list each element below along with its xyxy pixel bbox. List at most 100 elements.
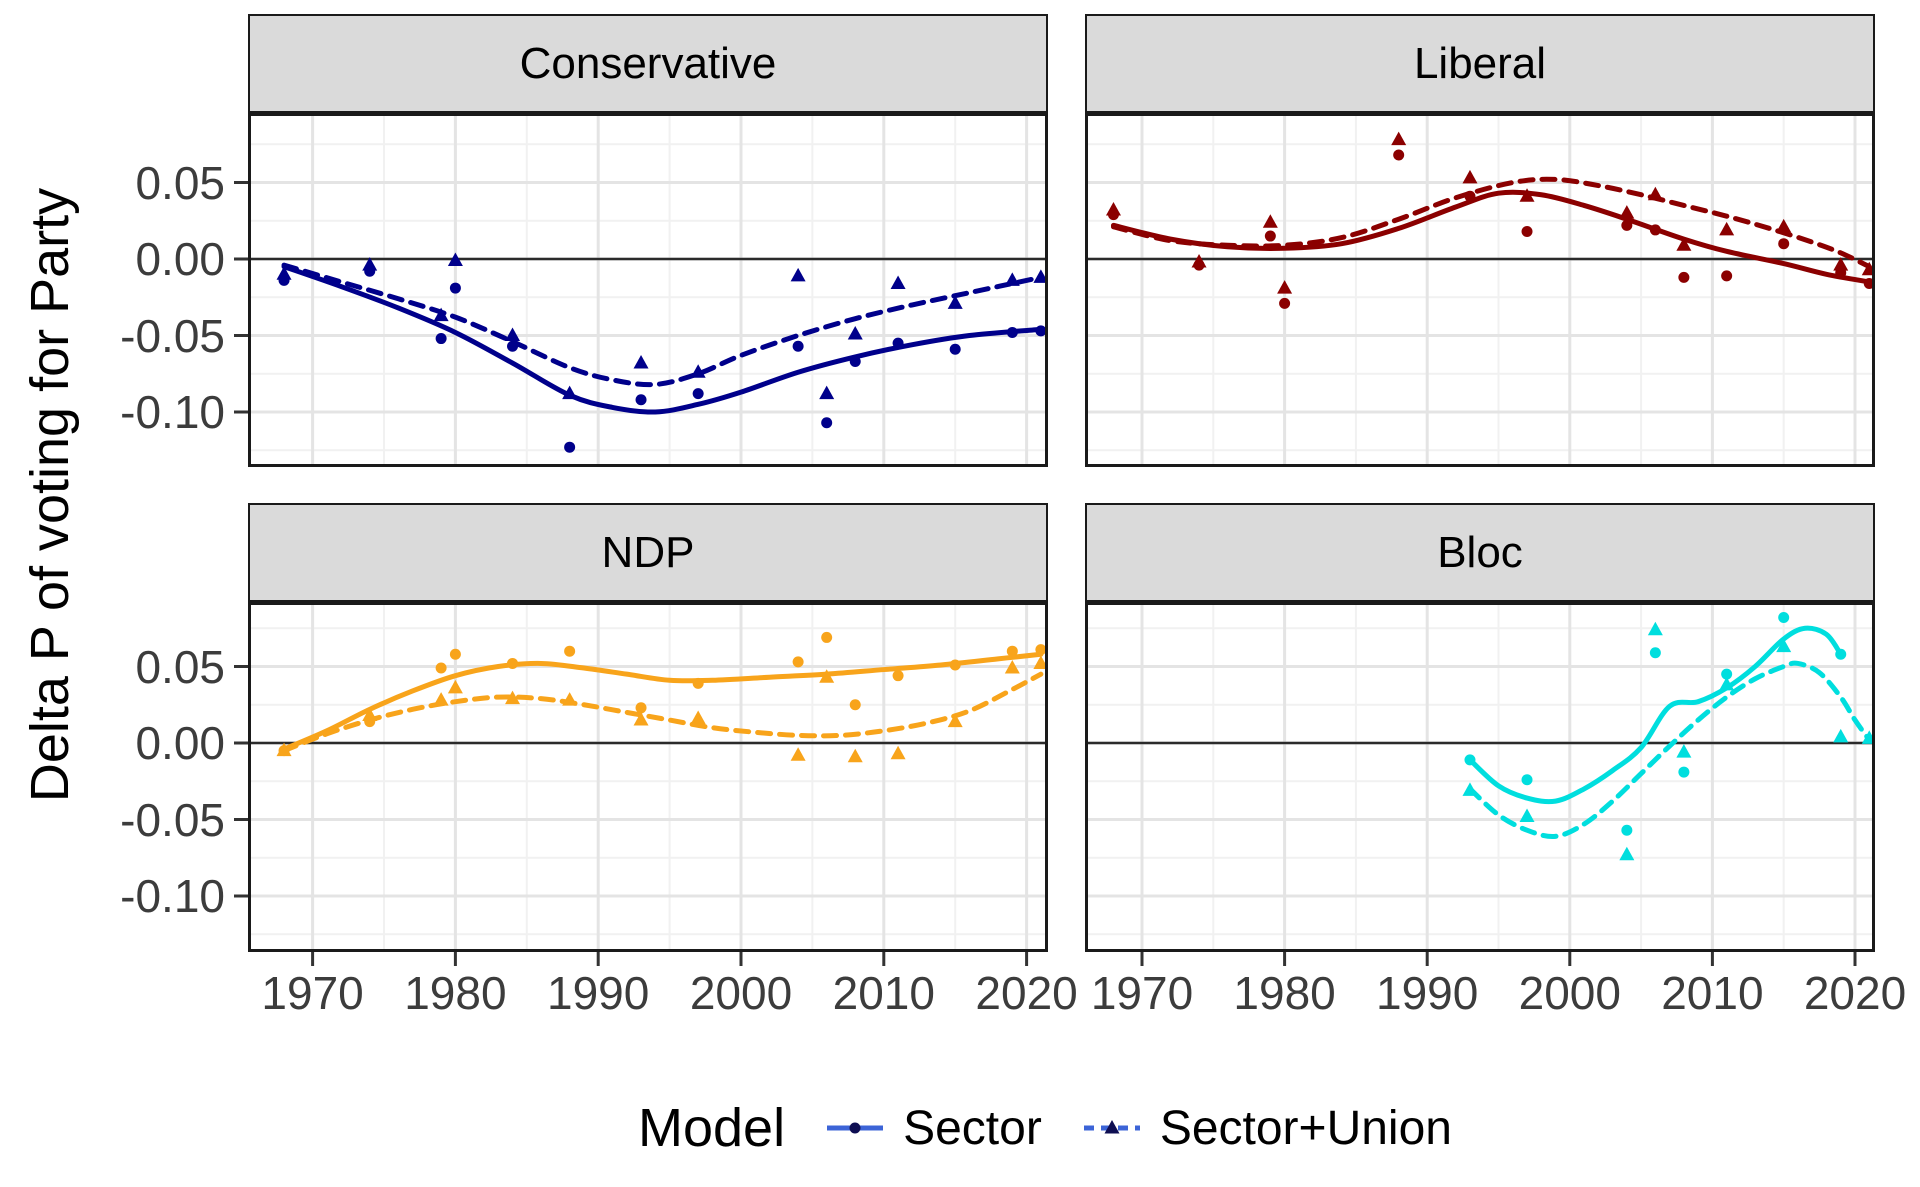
data-point-triangle xyxy=(690,710,706,725)
data-point-triangle xyxy=(1619,846,1635,861)
data-point-triangle xyxy=(947,295,963,309)
gridlines-minor xyxy=(248,602,1048,952)
data-point-triangle xyxy=(890,745,906,760)
strip-title-bloc: Bloc xyxy=(1437,527,1523,577)
data-point-triangle xyxy=(1519,808,1535,822)
y-tick-label--0.10-row1: -0.10 xyxy=(120,870,225,922)
legend-key-circle-icon xyxy=(849,1122,861,1134)
gridlines-minor xyxy=(1085,113,1875,467)
panel-border xyxy=(248,113,1048,467)
data-point-circle xyxy=(1778,238,1790,250)
data-point-circle xyxy=(449,282,461,294)
data-point-triangle xyxy=(819,385,835,400)
points-conservative-sector-union xyxy=(276,252,1048,400)
data-point-triangle xyxy=(1105,202,1121,216)
legend-entry-label: Sector xyxy=(903,1101,1042,1155)
data-point-circle xyxy=(892,670,904,682)
data-point-triangle xyxy=(1277,280,1293,294)
data-point-circle xyxy=(1721,270,1733,282)
x-tick-label-2020-col1: 2020 xyxy=(1803,967,1907,1019)
data-point-circle xyxy=(692,388,704,400)
x-tick-label-1990-col0: 1990 xyxy=(547,967,650,1019)
data-point-triangle xyxy=(633,712,649,726)
data-point-circle xyxy=(849,699,861,711)
legend-key-dashed-triangle-icon xyxy=(1083,1120,1140,1134)
data-point-triangle xyxy=(947,713,963,728)
data-point-triangle xyxy=(847,748,863,763)
legend-title: Model xyxy=(638,1098,786,1158)
data-point-triangle xyxy=(276,266,292,280)
y-tick-label--0.05-row1: -0.05 xyxy=(120,793,225,846)
points-bloc-sector-union xyxy=(1462,621,1875,861)
points-liberal-sector xyxy=(1107,149,1875,309)
data-point-circle xyxy=(1778,612,1790,624)
trend-ndp-sector xyxy=(281,651,1044,752)
data-point-circle xyxy=(1678,271,1690,283)
data-point-triangle xyxy=(447,679,463,694)
data-point-circle xyxy=(564,645,576,657)
panel-border xyxy=(248,602,1048,952)
strip-title-conservative: Conservative xyxy=(519,38,777,88)
x-tick-label-2000-col1: 2000 xyxy=(1518,967,1621,1019)
data-point-triangle xyxy=(1776,638,1792,653)
y-tick-label-0.05-row1: 0.05 xyxy=(135,640,225,693)
data-point-triangle xyxy=(1647,621,1663,636)
data-point-circle xyxy=(635,394,647,406)
data-point-circle xyxy=(1279,297,1291,309)
x-tick-label-2010-col0: 2010 xyxy=(832,967,935,1019)
x-tick-label-1980-col1: 1980 xyxy=(1233,967,1336,1019)
data-point-circle xyxy=(821,417,833,429)
panel-liberal xyxy=(1085,113,1875,467)
data-point-circle xyxy=(1678,766,1690,778)
trend-ndp-sector-union xyxy=(281,671,1044,754)
data-point-circle xyxy=(1721,668,1733,680)
data-point-circle xyxy=(1621,824,1633,836)
data-point-circle xyxy=(821,631,833,643)
panel-border xyxy=(1085,602,1875,952)
gridlines-major xyxy=(248,602,1048,952)
y-tick-label-0.00-row0: 0.00 xyxy=(135,233,225,285)
data-point-circle xyxy=(792,656,804,668)
strip-conservative: Conservative xyxy=(248,14,1048,113)
y-tick-label--0.10-row0: -0.10 xyxy=(120,386,225,438)
legend: Model Sector Sector+Union xyxy=(0,1086,1920,1170)
data-point-triangle xyxy=(1462,169,1478,184)
data-point-triangle xyxy=(362,257,378,271)
trend-liberal-sector-union xyxy=(1110,176,1872,270)
data-point-triangle xyxy=(633,355,649,369)
data-point-triangle xyxy=(1004,660,1020,674)
x-tick-label-1970-col0: 1970 xyxy=(261,967,364,1019)
points-liberal-sector-union xyxy=(1105,131,1875,294)
data-point-circle xyxy=(635,702,647,714)
data-point-triangle xyxy=(1833,728,1849,743)
legend-entry-label: Sector+Union xyxy=(1159,1101,1452,1155)
legend-entry-sector-union: Sector+Union xyxy=(1080,1101,1452,1156)
y-tick-label--0.05-row0: -0.05 xyxy=(120,309,225,362)
strip-title-liberal: Liberal xyxy=(1413,38,1547,88)
panel-bloc xyxy=(1085,602,1875,952)
points-ndp-sector xyxy=(278,631,1047,757)
data-point-circle xyxy=(792,340,804,352)
data-point-circle xyxy=(564,441,576,453)
data-point-triangle xyxy=(505,327,521,341)
x-tick-label-1970-col1: 1970 xyxy=(1090,967,1194,1019)
panel-conservative xyxy=(248,113,1048,467)
data-point-circle xyxy=(1006,645,1018,657)
data-point-circle xyxy=(1393,149,1405,161)
data-point-triangle xyxy=(847,325,863,340)
strip-liberal: Liberal xyxy=(1085,14,1875,113)
y-tick-label-0.00-row1: 0.00 xyxy=(135,717,225,769)
data-point-circle xyxy=(1264,230,1276,242)
gridlines-major xyxy=(1085,602,1875,952)
data-point-triangle xyxy=(1833,257,1849,271)
data-point-triangle xyxy=(1619,205,1635,219)
x-tick-label-2010-col1: 2010 xyxy=(1661,967,1764,1019)
data-point-circle xyxy=(435,662,447,674)
data-point-triangle xyxy=(1719,221,1735,236)
data-point-triangle xyxy=(505,690,521,705)
y-tick-label-0.05-row0: 0.05 xyxy=(135,156,225,209)
data-point-triangle xyxy=(890,275,906,289)
trend-conservative-sector-union xyxy=(281,262,1044,388)
